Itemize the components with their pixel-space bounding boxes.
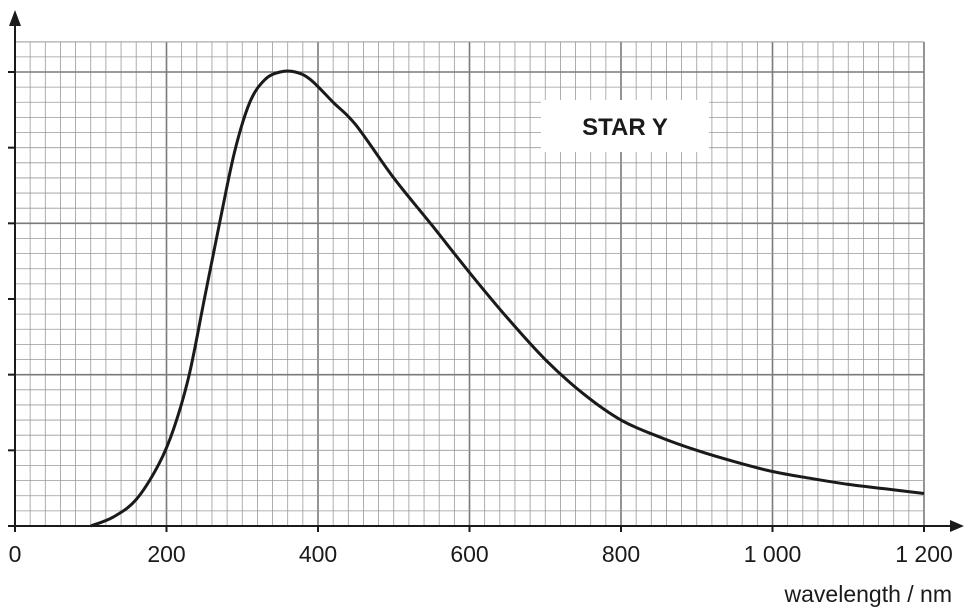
grid [14, 41, 925, 527]
x-tick-label: 400 [299, 541, 337, 567]
x-tick-label: 0 [9, 541, 22, 567]
star-label: STAR Y [582, 114, 668, 141]
x-tick-label: 200 [147, 541, 185, 567]
y-axis-arrow [9, 10, 21, 26]
x-tick-label: 1 000 [744, 541, 802, 567]
x-tick-labels: 0 200 400 600 800 1 000 1 200 [9, 526, 953, 567]
x-axis-label: wavelength / nm [784, 581, 952, 607]
x-tick-label: 600 [450, 541, 488, 567]
axes [9, 10, 964, 532]
x-tick-label: 800 [602, 541, 640, 567]
x-tick-label: 1 200 [895, 541, 953, 567]
x-axis-arrow [950, 520, 964, 532]
y-ticks [8, 71, 15, 527]
star-label-box: STAR Y [541, 100, 709, 152]
series-line [90, 69, 925, 528]
